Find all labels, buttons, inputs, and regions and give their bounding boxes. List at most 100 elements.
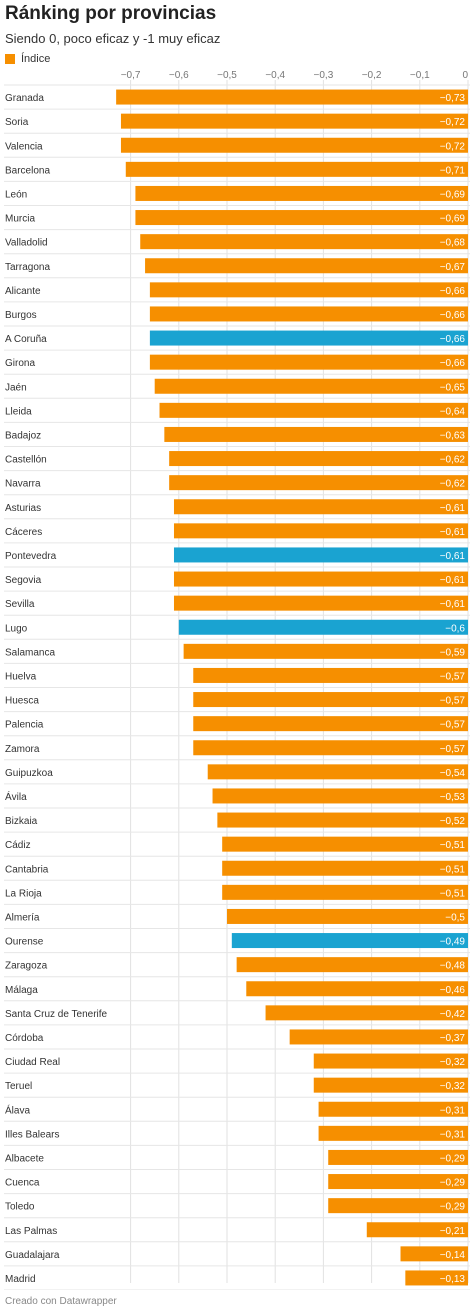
category-label: Alicante [5,286,41,297]
value-label: −0,29 [440,1202,466,1213]
category-label: Guadalajara [5,1250,60,1261]
category-label: Navarra [5,479,41,490]
value-label: −0,51 [440,864,466,875]
value-label: −0,61 [440,503,466,514]
category-label: Zaragoza [5,961,48,972]
category-label: Badajoz [5,430,41,441]
legend-label: Índice [21,53,51,65]
value-label: −0,29 [440,1178,466,1189]
category-label: La Rioja [5,888,42,899]
bar [135,185,469,201]
value-label: −0,6 [445,623,465,634]
bar [289,1029,468,1045]
category-label: Almería [5,912,40,923]
category-label: Cantabria [5,864,49,875]
category-label: Salamanca [5,647,55,658]
category-label: Álava [5,1103,30,1116]
value-label: −0,59 [440,647,466,658]
bar [207,764,468,780]
bar [164,426,468,442]
value-label: −0,53 [440,792,466,803]
bar [222,860,468,876]
value-label: −0,29 [440,1153,466,1164]
category-label: Jaén [5,382,27,393]
value-label: −0,57 [440,720,466,731]
bar [169,451,468,467]
value-label: −0,49 [440,937,466,948]
category-label: Huesca [5,696,39,707]
category-label: Bizkaia [5,816,38,827]
value-label: −0,71 [440,165,466,176]
category-label: Cuenca [5,1178,40,1189]
bar [246,981,468,997]
bar [313,1053,468,1069]
category-label: Pontevedra [5,551,57,562]
category-label: Las Palmas [5,1226,57,1237]
category-label: Tarragona [5,262,50,273]
x-tick-label: −0,1 [410,70,430,81]
category-label: Soria [5,117,29,128]
category-label: Granada [5,93,44,104]
bar [318,1101,468,1117]
bar [173,499,469,515]
value-label: −0,32 [440,1057,466,1068]
category-label: Lleida [5,406,32,417]
x-tick-label: −0,4 [265,70,285,81]
value-label: −0,66 [440,310,466,321]
value-label: −0,57 [440,744,466,755]
legend: Índice [5,53,50,65]
category-label: Valencia [5,141,43,152]
bar [318,1125,468,1141]
value-label: −0,62 [440,479,466,490]
category-label: Burgos [5,310,37,321]
category-label: Ávila [5,790,27,803]
value-label: −0,68 [440,238,466,249]
bar [328,1174,468,1190]
category-label: Valladolid [5,238,48,249]
bar [183,643,468,659]
value-label: −0,48 [440,961,466,972]
value-label: −0,51 [440,840,466,851]
value-label: −0,46 [440,985,466,996]
category-label: Asturias [5,503,41,514]
bar [328,1149,468,1165]
category-label: Albacete [5,1153,44,1164]
value-label: −0,66 [440,286,466,297]
category-label: Córdoba [5,1033,44,1044]
bar [193,667,468,683]
value-label: −0,65 [440,382,466,393]
bar [159,402,468,418]
category-label: Barcelona [5,165,50,176]
bar [178,619,469,635]
value-label: −0,31 [440,1105,466,1116]
category-label: Zamora [5,744,40,755]
value-label: −0,67 [440,262,466,273]
value-label: −0,63 [440,430,466,441]
value-label: −0,31 [440,1129,466,1140]
category-label: Madrid [5,1274,36,1285]
bar [173,571,469,587]
category-label: Santa Cruz de Tenerife [5,1009,108,1020]
bar [212,788,468,804]
bar [173,595,469,611]
value-label: −0,61 [440,527,466,538]
value-label: −0,37 [440,1033,466,1044]
x-tick-label: −0,5 [217,70,237,81]
category-label: Málaga [5,985,38,996]
bar-chart: −0,7 −0,6 −0,5 −0,4 −0,3 −0,2 −0,1 0 Granada −0,7… [4,70,470,1290]
category-label: Toledo [5,1202,35,1213]
category-label: Segovia [5,575,42,586]
bar [135,210,469,226]
category-label: Palencia [5,720,44,731]
value-label: −0,62 [440,455,466,466]
category-label: León [5,189,27,200]
bar [366,1222,468,1238]
x-tick-label: −0,7 [121,70,141,81]
category-label: Huelva [5,671,37,682]
bar [140,234,469,250]
bar [193,740,468,756]
value-label: −0,69 [440,189,466,200]
x-tick-label: −0,2 [362,70,382,81]
value-label: −0,66 [440,334,466,345]
bar [400,1246,468,1262]
